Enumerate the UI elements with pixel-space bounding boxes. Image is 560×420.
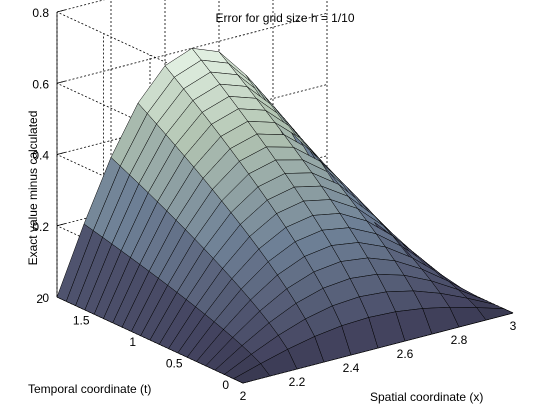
z-tick-label: 0.2 bbox=[32, 220, 49, 234]
back-wall-gridline bbox=[56, 12, 328, 84]
back-wall-gridline bbox=[56, 84, 328, 155]
x-tick-label: 2 bbox=[240, 389, 247, 403]
y-axis-label: Temporal coordinate (t) bbox=[28, 382, 151, 396]
y-tick-label: 0.5 bbox=[166, 357, 183, 371]
x-tick-label: 3 bbox=[510, 319, 517, 333]
y-tick-label: 1.5 bbox=[73, 314, 90, 328]
x-tick-label: 2.4 bbox=[343, 361, 360, 375]
z-tick-label: 0 bbox=[42, 291, 49, 305]
x-tick-label: 2.2 bbox=[289, 375, 306, 389]
y-tick-label: 2 bbox=[36, 292, 43, 306]
z-axis-label: Exact value minus calculated bbox=[26, 111, 40, 266]
chart-title: Error for grid size h = 1/10 bbox=[215, 11, 354, 25]
y-tick-label: 1 bbox=[129, 335, 136, 349]
z-tick-mark bbox=[56, 223, 66, 227]
x-tick-label: 2.8 bbox=[451, 333, 468, 347]
z-tick-mark bbox=[56, 9, 66, 13]
surface bbox=[56, 47, 514, 384]
z-tick-label: 0.6 bbox=[32, 77, 49, 91]
z-tick-label: 0.8 bbox=[32, 6, 49, 20]
z-tick-mark bbox=[56, 80, 66, 84]
z-tick-mark bbox=[56, 152, 66, 155]
y-tick-label: 0 bbox=[222, 378, 229, 392]
x-axis-label: Spatial coordinate (x) bbox=[370, 390, 483, 404]
x-tick-label: 2.6 bbox=[397, 347, 414, 361]
z-tick-label: 0.4 bbox=[32, 149, 49, 163]
surface-patch bbox=[476, 307, 514, 321]
